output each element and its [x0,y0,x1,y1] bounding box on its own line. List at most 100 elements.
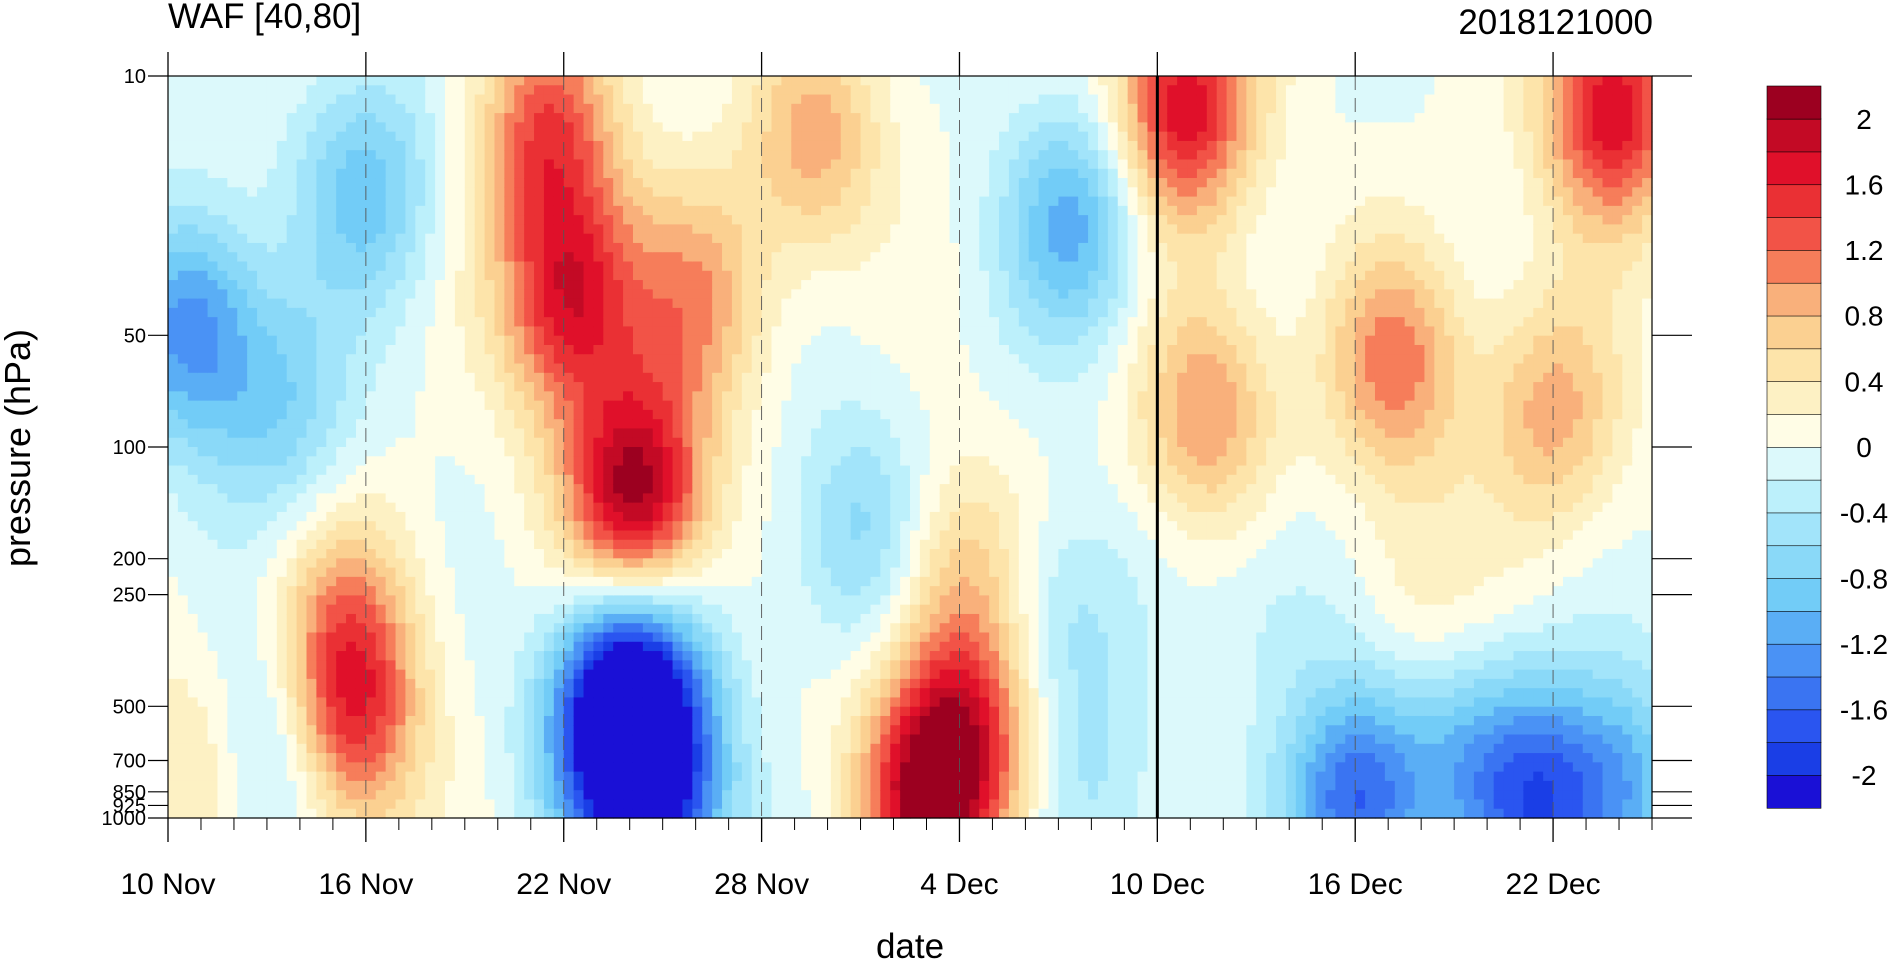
contour-cell [346,270,357,281]
contour-cell [286,242,298,253]
contour-cell [227,530,238,541]
contour-cell [375,289,387,300]
contour-cell [336,678,347,689]
contour-cell [623,753,634,763]
contour-cell [731,428,743,439]
contour-cell [177,799,189,810]
contour-cell [474,205,486,216]
contour-cell [257,493,268,504]
contour-cell [751,400,763,411]
contour-cell [197,678,209,689]
contour-cell [741,131,753,142]
contour-cell [553,567,565,578]
contour-cell [276,715,288,726]
contour-cell [712,725,723,736]
contour-cell [385,790,397,801]
contour-cell [682,298,693,309]
contour-cell [365,270,377,281]
contour-cell [662,715,674,726]
contour-cell [217,511,228,522]
contour-cell [583,409,595,420]
contour-cell [623,678,634,689]
contour-cell [692,697,703,708]
contour-cell [682,725,693,736]
contour-cell [257,159,268,170]
contour-cell [771,511,782,522]
contour-cell [543,280,555,290]
contour-cell [682,113,693,123]
contour-cell [316,790,327,801]
contour-cell [276,799,288,810]
contour-cell [435,530,446,541]
contour-cell [553,725,565,736]
contour-cell [613,549,624,559]
contour-cell [553,298,565,309]
contour-cell [504,725,515,736]
contour-cell [177,289,189,300]
contour-cell [613,706,624,717]
contour-cell [514,678,525,689]
contour-cell [247,354,258,365]
contour-cell [504,706,515,717]
contour-cell [425,168,436,179]
contour-cell [276,187,288,198]
contour-cell [168,623,179,634]
contour-cell [781,270,792,281]
contour-cell [395,76,407,86]
contour-cell [346,261,357,272]
contour-cell [682,586,693,597]
contour-cell [365,753,377,763]
contour-cell [237,558,248,569]
contour-cell [662,382,674,392]
contour-cell [464,678,476,689]
contour-cell [385,400,397,411]
contour-cell [227,613,238,624]
contour-cell [741,382,753,392]
contour-cell [751,159,763,170]
contour-cell [553,428,565,439]
contour-cell [632,335,644,346]
contour-cell [237,456,248,467]
contour-cell [187,289,199,300]
contour-cell [454,354,466,365]
contour-cell [316,122,327,133]
contour-cell [247,669,258,680]
contour-cell [177,762,189,773]
contour-cell [504,493,515,504]
contour-cell [385,595,397,606]
contour-cell [514,113,525,123]
contour-cell [168,419,179,430]
contour-cell [266,651,278,661]
contour-cell [316,669,327,680]
contour-cell [375,391,387,402]
contour-cell [435,289,446,300]
contour-cell [593,215,604,226]
contour-cell [543,539,555,550]
contour-cell [642,224,654,235]
contour-cell [662,743,674,754]
contour-cell [722,113,733,123]
contour-cell [207,270,219,281]
contour-cell [266,549,278,559]
contour-cell [573,419,585,430]
contour-cell [563,651,575,661]
contour-cell [306,771,317,782]
contour-cell [702,632,713,643]
contour-cell [534,382,545,392]
contour-cell [504,252,515,263]
contour-cell [702,224,713,235]
contour-cell [445,576,456,587]
contour-cell [227,317,238,328]
contour-cell [197,270,209,281]
contour-cell [731,697,743,708]
contour-cell [623,419,634,430]
contour-cell [207,344,219,355]
contour-cell [524,576,535,587]
contour-cell [415,780,426,791]
contour-cell [494,428,505,439]
contour-cell [722,428,733,439]
contour-cell [682,224,693,235]
contour-cell [662,280,674,290]
contour-cell [187,623,199,634]
contour-cell [276,317,288,328]
